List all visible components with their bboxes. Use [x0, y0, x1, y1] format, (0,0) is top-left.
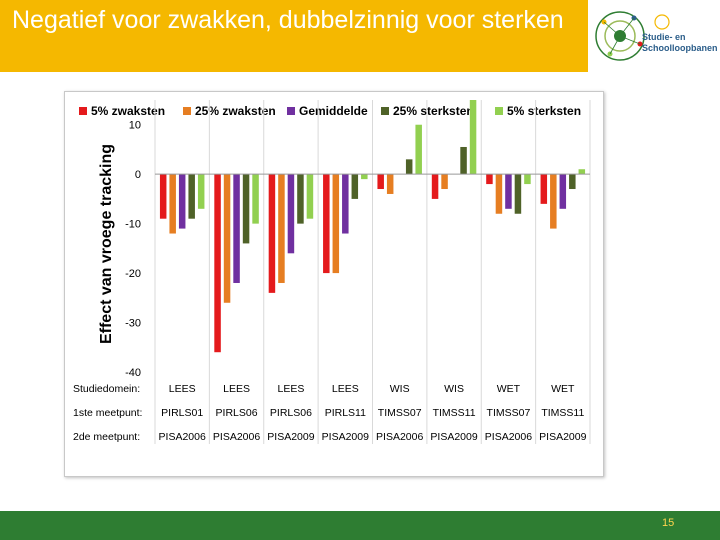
category-label: PISA2009	[322, 431, 369, 443]
slide-title: Negatief voor zwakken, dubbelzinnig voor…	[12, 6, 564, 34]
bar	[278, 174, 285, 283]
bar	[524, 174, 531, 185]
bar	[242, 174, 250, 244]
bar	[540, 174, 548, 204]
category-label: PISA2009	[430, 431, 477, 443]
logo-line1: Studie- en	[642, 32, 686, 42]
y-tick-label: -40	[125, 367, 141, 379]
y-tick-label: -30	[125, 318, 141, 330]
bar	[469, 100, 477, 175]
footer-bar	[0, 511, 720, 540]
category-label: LEES	[223, 383, 250, 395]
bar	[252, 174, 259, 224]
bar	[178, 174, 186, 229]
category-label: WIS	[444, 383, 464, 395]
category-label: PISA2006	[159, 431, 206, 443]
category-label: PISA2009	[539, 431, 586, 443]
bar	[351, 174, 359, 199]
y-axis-label: Effect van vroege tracking	[98, 144, 115, 344]
page-number: 15	[662, 517, 675, 529]
category-table: Studiedomein: 1ste meetpunt: 2de meetpunt:…	[73, 383, 587, 443]
legend-swatch	[495, 107, 503, 115]
category-label: WET	[497, 383, 521, 395]
legend-label: 25% zwaksten	[195, 104, 276, 118]
bar	[332, 174, 340, 274]
bar	[505, 174, 512, 209]
category-label: WIS	[390, 383, 410, 395]
logo-line2: Schoolloopbanen	[642, 43, 718, 53]
logo-text: Studie- en Schoolloopbanen	[642, 32, 718, 54]
category-label: PIRLS01	[161, 407, 203, 419]
legend-swatch	[79, 107, 87, 115]
bar	[405, 159, 413, 175]
logo: Studie- en Schoolloopbanen	[590, 6, 718, 68]
bar	[514, 174, 522, 214]
category-label: LEES	[278, 383, 305, 395]
bar	[169, 174, 176, 234]
category-label: LEES	[332, 383, 359, 395]
bar	[486, 174, 493, 185]
bar	[460, 146, 467, 175]
bar-series	[159, 100, 586, 353]
bar	[441, 174, 448, 190]
bar	[297, 174, 304, 224]
bar	[569, 174, 576, 190]
bar	[188, 174, 195, 219]
legend-label: 25% sterksten	[393, 104, 474, 118]
chart-legend: 5% zwaksten 25% zwaksten Gemiddelde 25% ste…	[79, 104, 581, 118]
bar	[342, 174, 349, 234]
category-label: TIMSS11	[433, 407, 476, 419]
bar	[431, 174, 439, 199]
title-bar	[0, 0, 588, 72]
row-label: 1ste meetpunt:	[73, 407, 142, 419]
row-label: Studiedomein:	[73, 383, 140, 395]
bar	[159, 174, 167, 219]
bar	[197, 174, 205, 209]
bar	[578, 169, 586, 175]
bar	[223, 174, 231, 303]
bar	[287, 174, 295, 254]
y-tick-label: 10	[129, 120, 141, 132]
legend-swatch	[381, 107, 389, 115]
row-label: 2de meetpunt:	[73, 431, 140, 443]
category-separators	[154, 100, 591, 444]
category-label: WET	[551, 383, 575, 395]
bar	[377, 174, 384, 190]
category-label: PIRLS06	[270, 407, 312, 419]
category-label: PIRLS11	[325, 407, 366, 419]
category-label: TIMSS07	[378, 407, 422, 419]
legend-label: 5% zwaksten	[91, 104, 165, 118]
bar	[361, 174, 368, 180]
bar	[386, 174, 394, 194]
category-label: TIMSS07	[487, 407, 531, 419]
bar	[214, 174, 221, 353]
legend-label: 5% sterksten	[507, 104, 581, 118]
y-axis-ticks: 10 0 -10 -20 -30 -40	[125, 120, 141, 379]
y-tick-label: -20	[125, 268, 141, 280]
circular-network-logo-icon	[595, 11, 670, 61]
category-label: TIMSS11	[541, 407, 584, 419]
category-label: PISA2006	[485, 431, 532, 443]
bar	[550, 174, 557, 229]
legend-label: Gemiddelde	[299, 104, 368, 118]
bar	[495, 174, 503, 214]
bar	[415, 124, 422, 175]
y-tick-label: -10	[125, 219, 141, 231]
category-label: LEES	[169, 383, 196, 395]
bar	[268, 174, 276, 293]
bar	[233, 174, 240, 283]
bar-chart: 5% zwaksten 25% zwaksten Gemiddelde 25% ste…	[73, 100, 591, 444]
category-label: PIRLS06	[216, 407, 258, 419]
bar	[323, 174, 330, 274]
bar	[306, 174, 314, 219]
category-label: PISA2006	[376, 431, 423, 443]
legend-swatch	[183, 107, 191, 115]
bar	[559, 174, 567, 209]
chart-frame: 5% zwaksten 25% zwaksten Gemiddelde 25% ste…	[64, 91, 604, 477]
category-label: PISA2006	[213, 431, 260, 443]
legend-swatch	[287, 107, 295, 115]
category-label: PISA2009	[267, 431, 314, 443]
y-tick-label: 0	[135, 169, 141, 181]
